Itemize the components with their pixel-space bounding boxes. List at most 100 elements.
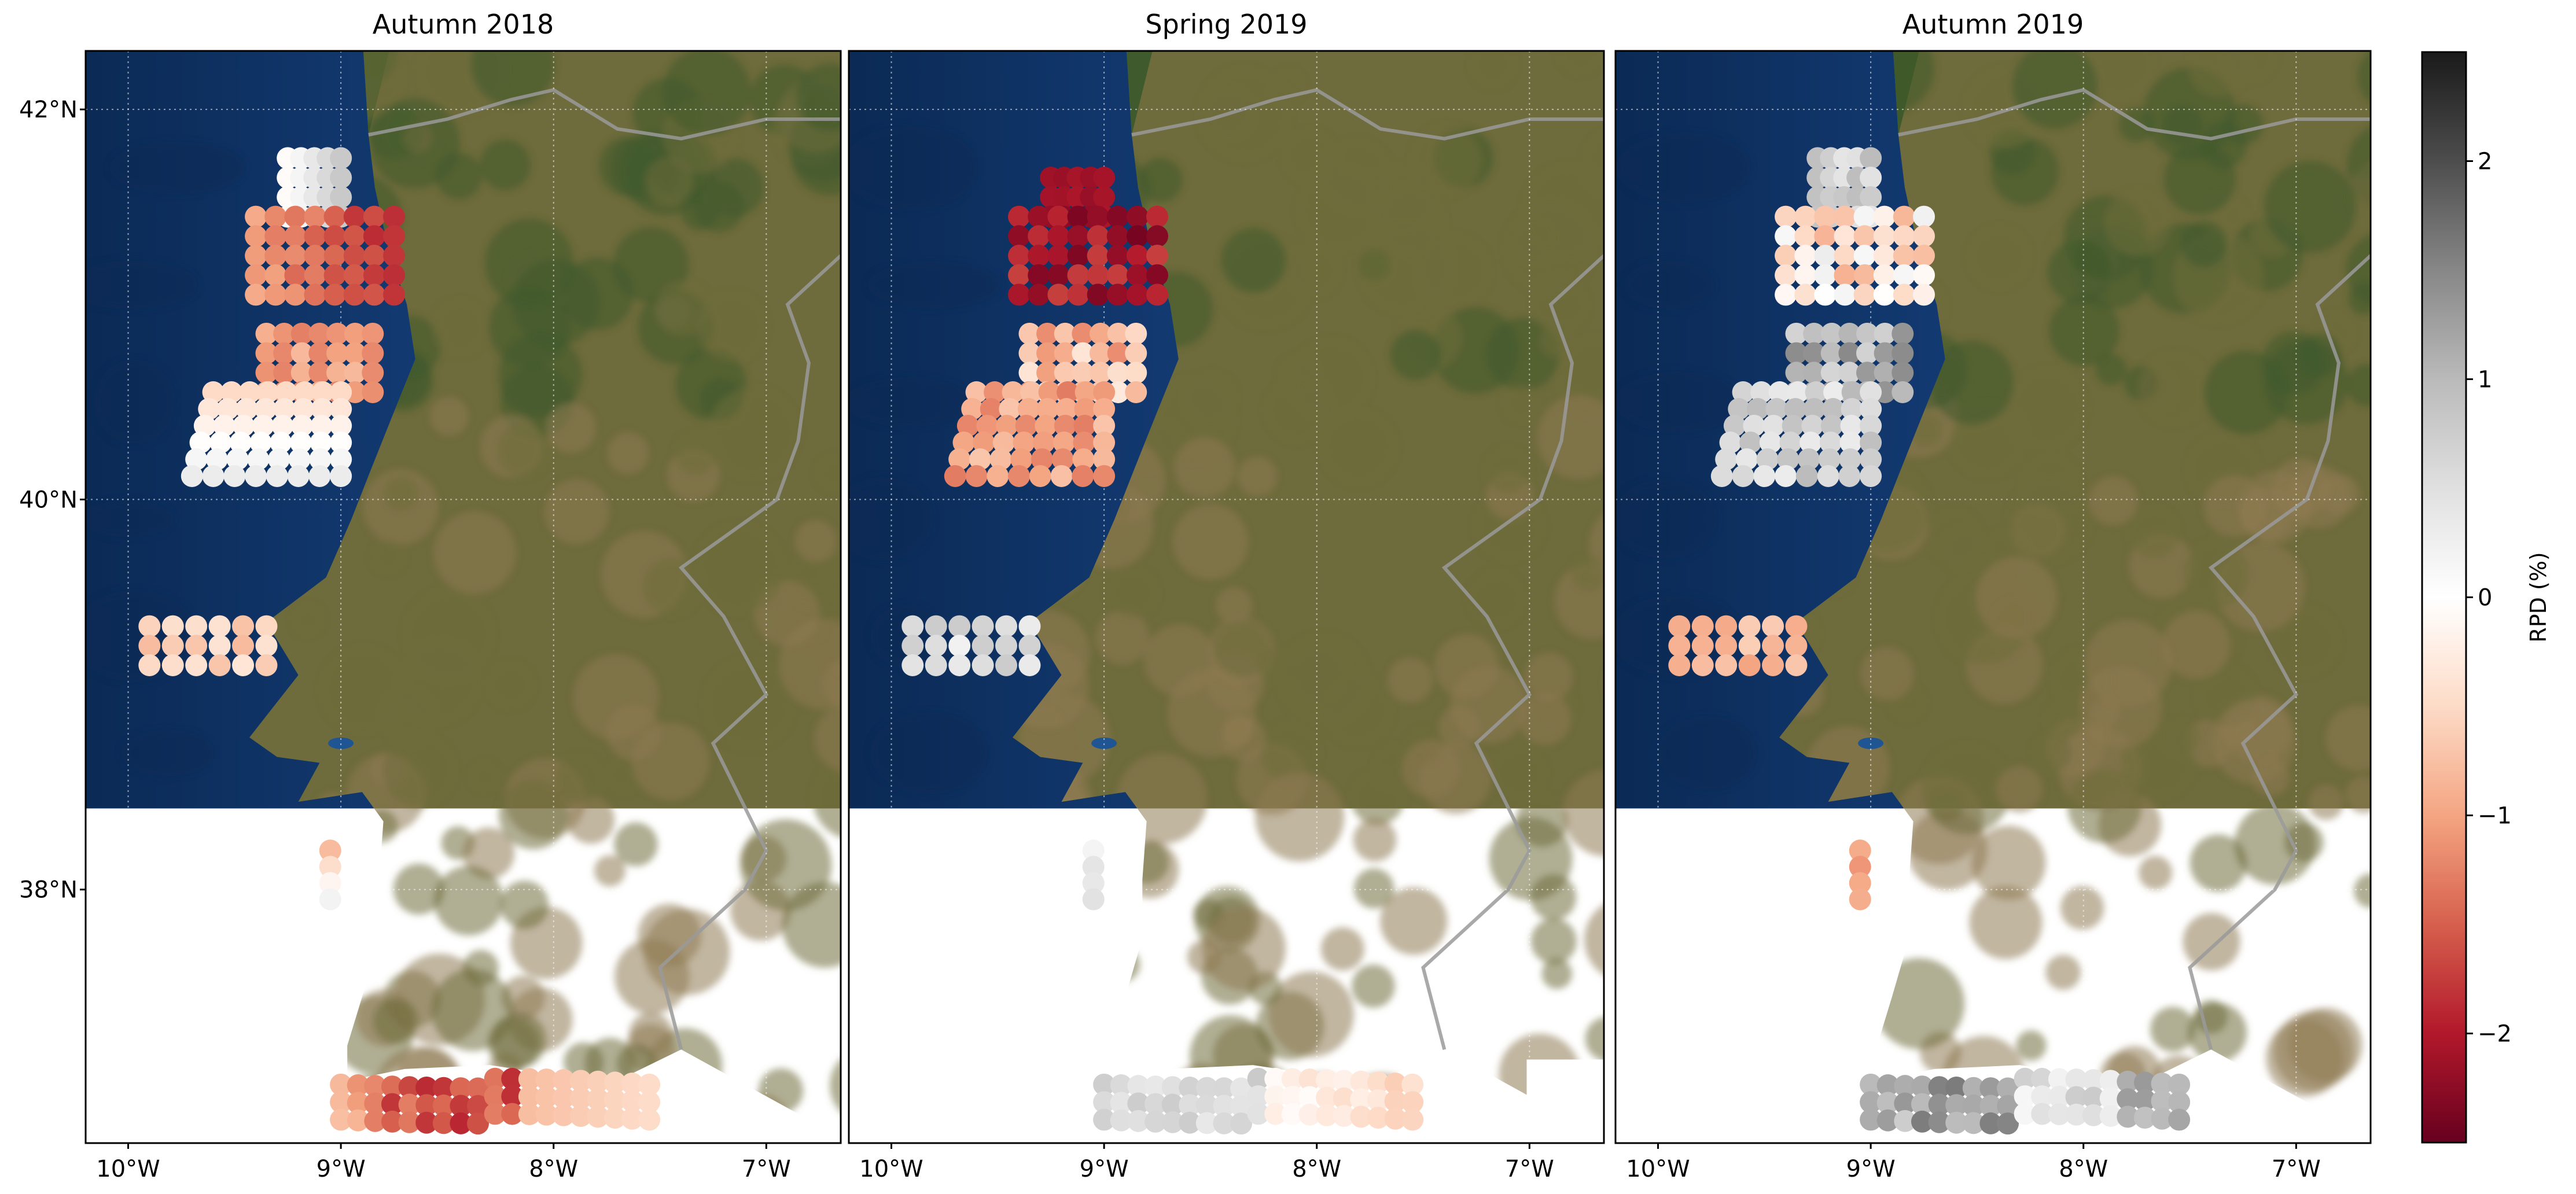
lon-tick-label: 9°W bbox=[1080, 1156, 1129, 1182]
rpd-marker-lisbon_offshore bbox=[255, 616, 277, 637]
rpd-marker-north_main bbox=[284, 264, 306, 286]
rpd-marker-lisbon_offshore bbox=[901, 616, 923, 637]
rpd-marker-lisbon_offshore bbox=[1762, 654, 1784, 676]
rpd-marker-north_main bbox=[383, 264, 405, 286]
rpd-marker-central_lower bbox=[266, 465, 288, 487]
rpd-marker-lisbon_offshore bbox=[972, 635, 994, 657]
lat-tick-label: 38°N bbox=[19, 877, 78, 904]
rpd-marker-north_main bbox=[383, 225, 405, 247]
colorbar-tick-label: 2 bbox=[2478, 149, 2492, 175]
rpd-marker-north_main bbox=[1913, 264, 1935, 286]
rpd-marker-lisbon_offshore bbox=[1785, 616, 1807, 637]
rpd-marker-central_lower bbox=[181, 465, 203, 487]
rpd-marker-north_main bbox=[304, 264, 326, 286]
rpd-marker-north_main bbox=[1834, 225, 1856, 247]
rpd-marker-north_main bbox=[344, 264, 366, 286]
rpd-marker-north_main bbox=[1087, 264, 1109, 286]
rpd-marker-algarve bbox=[638, 1109, 660, 1131]
rpd-marker-north_main bbox=[1087, 225, 1109, 247]
rpd-marker-central_lower bbox=[966, 465, 988, 487]
rpd-marker-north_main bbox=[1047, 264, 1069, 286]
rpd-marker-north_main bbox=[1814, 206, 1836, 228]
rpd-marker-north_main bbox=[1893, 206, 1915, 228]
rpd-marker-north_main bbox=[324, 264, 346, 286]
rpd-marker-north_main bbox=[1834, 264, 1856, 286]
rpd-marker-north_main bbox=[1127, 264, 1149, 286]
rpd-marker-north_main bbox=[1913, 206, 1935, 228]
rpd-marker-central_lower bbox=[1817, 465, 1839, 487]
lon-tick-label: 10°W bbox=[1626, 1156, 1690, 1182]
rpd-marker-north_upper bbox=[1093, 167, 1115, 189]
rpd-marker-lisbon_offshore bbox=[1692, 616, 1714, 637]
rpd-marker-north_main bbox=[383, 206, 405, 228]
rpd-marker-lisbon_offshore bbox=[1785, 635, 1807, 657]
rpd-marker-sines bbox=[1083, 889, 1105, 911]
lon-tick-label: 8°W bbox=[1292, 1156, 1341, 1182]
rpd-marker-north_main bbox=[1107, 264, 1129, 286]
rpd-marker-lisbon_offshore bbox=[1762, 635, 1784, 657]
rpd-marker-north_main bbox=[1127, 245, 1149, 267]
rpd-marker-north_upper bbox=[1860, 167, 1882, 189]
rpd-marker-north_main bbox=[245, 283, 267, 305]
rpd-marker-north_upper bbox=[330, 186, 352, 208]
rpd-marker-north_main bbox=[304, 225, 326, 247]
rpd-marker-north_main bbox=[363, 225, 385, 247]
rpd-marker-north_main bbox=[1028, 264, 1050, 286]
rpd-marker-north_main bbox=[1854, 225, 1876, 247]
rpd-marker-algarve bbox=[2168, 1109, 2190, 1131]
colorbar-tick-label: −1 bbox=[2478, 803, 2512, 830]
rpd-marker-lisbon_offshore bbox=[1715, 635, 1737, 657]
rpd-marker-lisbon_offshore bbox=[948, 654, 970, 676]
rpd-marker-north_main bbox=[1127, 283, 1149, 305]
rpd-marker-north_main bbox=[1893, 225, 1915, 247]
rpd-marker-north_main bbox=[264, 245, 286, 267]
rpd-marker-lisbon_offshore bbox=[1018, 635, 1040, 657]
rpd-marker-central_lower bbox=[1029, 465, 1051, 487]
rpd-marker-lisbon_offshore bbox=[1692, 654, 1714, 676]
rpd-marker-north_main bbox=[1067, 206, 1089, 228]
rpd-marker-lisbon_offshore bbox=[948, 616, 970, 637]
rpd-marker-north_main bbox=[1047, 283, 1069, 305]
rpd-marker-lisbon_offshore bbox=[1762, 616, 1784, 637]
rpd-marker-central_upper bbox=[362, 362, 384, 384]
rpd-marker-central_lower bbox=[245, 465, 267, 487]
rpd-marker-lisbon_offshore bbox=[209, 654, 231, 676]
rpd-marker-lisbon_offshore bbox=[995, 654, 1017, 676]
rpd-marker-central_lower bbox=[1008, 465, 1030, 487]
rpd-marker-north_upper bbox=[1093, 186, 1115, 208]
rpd-marker-lisbon_offshore bbox=[232, 635, 254, 657]
map-panel-3: Autumn 201910°W 9°W 8°W 7°W bbox=[1601, 9, 2435, 1182]
rpd-marker-north_main bbox=[1008, 283, 1030, 305]
rpd-marker-lisbon_offshore bbox=[972, 654, 994, 676]
rpd-marker-lisbon_offshore bbox=[995, 635, 1017, 657]
rpd-marker-north_main bbox=[284, 225, 306, 247]
panel-title: Autumn 2018 bbox=[373, 9, 554, 40]
rpd-marker-north_main bbox=[1107, 225, 1129, 247]
rpd-marker-north_main bbox=[1834, 245, 1856, 267]
lon-tick-label: 7°W bbox=[742, 1156, 791, 1182]
lat-tick-label: 42°N bbox=[19, 97, 78, 123]
rpd-marker-lisbon_offshore bbox=[1739, 616, 1761, 637]
lon-tick-label: 8°W bbox=[2059, 1156, 2108, 1182]
rpd-marker-lisbon_offshore bbox=[1739, 635, 1761, 657]
map-panels: Autumn 201810°W 9°W 8°W 7°W42°N40°N38°NSpri… bbox=[19, 9, 2435, 1182]
rpd-marker-lisbon_offshore bbox=[901, 654, 923, 676]
rpd-marker-north_main bbox=[344, 283, 366, 305]
rpd-marker-central_upper bbox=[1891, 342, 1913, 364]
rpd-marker-north_main bbox=[1874, 283, 1896, 305]
rpd-marker-lisbon_offshore bbox=[162, 635, 184, 657]
rpd-marker-lisbon_offshore bbox=[1668, 635, 1690, 657]
rpd-marker-north_main bbox=[1008, 264, 1030, 286]
rpd-marker-central_lower bbox=[203, 465, 225, 487]
rpd-marker-north_main bbox=[1067, 225, 1089, 247]
rpd-marker-north_main bbox=[1794, 225, 1816, 247]
rpd-marker-north_main bbox=[304, 245, 326, 267]
rpd-marker-north_main bbox=[304, 283, 326, 305]
rpd-marker-north_main bbox=[1874, 245, 1896, 267]
rpd-marker-north_main bbox=[1087, 245, 1109, 267]
rpd-marker-north_main bbox=[284, 245, 306, 267]
rpd-marker-north_main bbox=[383, 245, 405, 267]
rpd-marker-north_main bbox=[284, 283, 306, 305]
rpd-marker-north_main bbox=[1913, 225, 1935, 247]
rpd-marker-north_main bbox=[264, 283, 286, 305]
